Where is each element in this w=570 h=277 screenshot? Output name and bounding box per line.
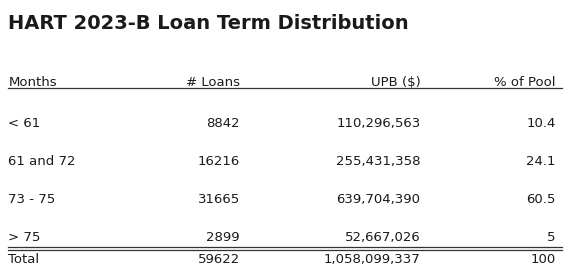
Text: 100: 100 xyxy=(531,253,556,266)
Text: > 75: > 75 xyxy=(9,231,41,244)
Text: 8842: 8842 xyxy=(206,117,240,130)
Text: 2899: 2899 xyxy=(206,231,240,244)
Text: 255,431,358: 255,431,358 xyxy=(336,155,421,168)
Text: % of Pool: % of Pool xyxy=(494,76,556,89)
Text: 52,667,026: 52,667,026 xyxy=(345,231,421,244)
Text: Total: Total xyxy=(9,253,39,266)
Text: 639,704,390: 639,704,390 xyxy=(336,193,421,206)
Text: 24.1: 24.1 xyxy=(527,155,556,168)
Text: 5: 5 xyxy=(547,231,556,244)
Text: < 61: < 61 xyxy=(9,117,40,130)
Text: 60.5: 60.5 xyxy=(527,193,556,206)
Text: # Loans: # Loans xyxy=(186,76,240,89)
Text: 16216: 16216 xyxy=(198,155,240,168)
Text: 59622: 59622 xyxy=(198,253,240,266)
Text: 110,296,563: 110,296,563 xyxy=(336,117,421,130)
Text: 10.4: 10.4 xyxy=(527,117,556,130)
Text: HART 2023-B Loan Term Distribution: HART 2023-B Loan Term Distribution xyxy=(9,14,409,33)
Text: 61 and 72: 61 and 72 xyxy=(9,155,76,168)
Text: 1,058,099,337: 1,058,099,337 xyxy=(324,253,421,266)
Text: UPB ($): UPB ($) xyxy=(370,76,421,89)
Text: Months: Months xyxy=(9,76,57,89)
Text: 73 - 75: 73 - 75 xyxy=(9,193,56,206)
Text: 31665: 31665 xyxy=(198,193,240,206)
